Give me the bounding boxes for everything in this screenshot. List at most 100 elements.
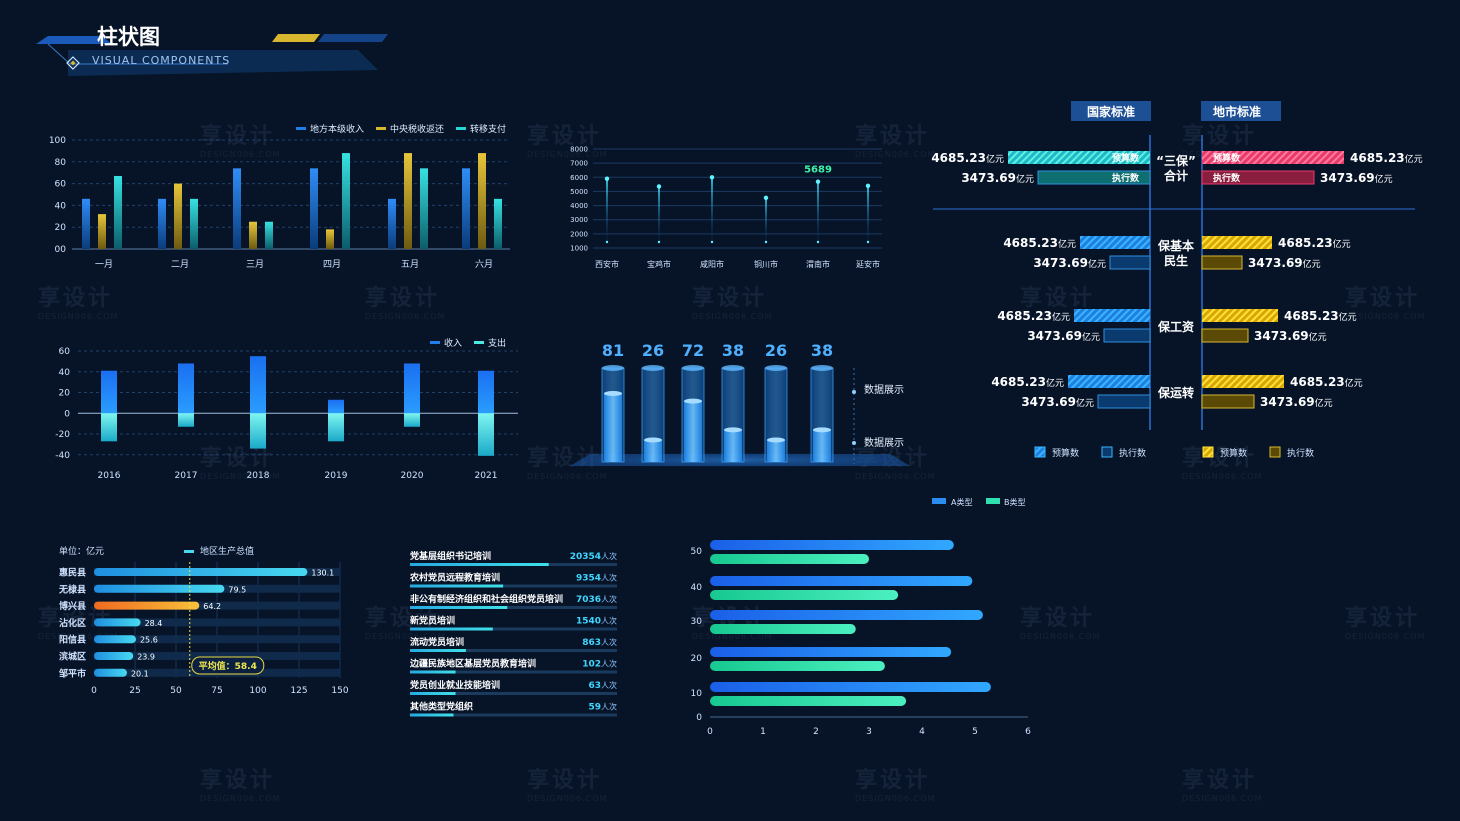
x-tick-label: 渭南市 [806, 259, 830, 269]
progress-fill [410, 606, 508, 609]
bar-right-exec [1201, 170, 1315, 185]
group-label: 民生 [1164, 253, 1188, 268]
value-label: 4685.23亿元 [1290, 375, 1363, 389]
progress-fill [410, 584, 504, 588]
x-tick-label: 三月 [246, 259, 264, 270]
bar-expense [404, 413, 420, 427]
bar [94, 652, 134, 660]
bar-b [710, 590, 899, 600]
value-label: 3473.69亿元 [1021, 395, 1094, 409]
bar [94, 635, 136, 644]
bar-a [710, 540, 954, 550]
bar-left-budget [1074, 309, 1150, 322]
progress-fill [410, 713, 454, 717]
value-label: 4685.23亿元 [1350, 151, 1423, 165]
cylinder-fill [684, 401, 702, 462]
bar-expense [328, 413, 344, 442]
base-dot [657, 240, 661, 244]
stem [658, 186, 660, 242]
bar-expense [478, 413, 494, 456]
progress-track [410, 670, 617, 674]
x-tick-label: 四月 [323, 259, 341, 270]
bar-a [710, 647, 952, 657]
item-value: 863人次 [582, 637, 617, 648]
x-tick-label: 西安市 [595, 259, 619, 269]
item-value: 9354人次 [576, 573, 617, 584]
side-label: 数据展示 [864, 436, 904, 449]
bar-b [710, 661, 885, 671]
category-label: 无棣县 [58, 583, 86, 595]
inner-label: 预算数 [1112, 152, 1140, 164]
x-tick-label: 3 [866, 727, 872, 737]
x-tick-label: 2019 [325, 471, 348, 481]
bar-left-exec [1109, 255, 1151, 270]
cylinder-fill-top [644, 437, 662, 443]
x-tick-label: 宝鸡市 [647, 259, 671, 269]
bar-left-budget [1080, 236, 1150, 249]
x-tick-label: 1 [760, 727, 766, 737]
progress-track [410, 713, 617, 717]
value-label: 4685.23亿元 [931, 151, 1004, 165]
bar-right-budget [1202, 309, 1278, 322]
bar-track [94, 635, 340, 644]
data-point [815, 179, 821, 184]
bar-left-exec [1037, 170, 1151, 185]
cylinder-top [602, 365, 624, 371]
bar-track [94, 618, 340, 627]
legend-label: B类型 [1004, 497, 1026, 507]
cylinder-fill-top [724, 427, 742, 433]
legend-swatch [1034, 446, 1046, 458]
item-label: 党基层组织书记培训 [410, 550, 491, 562]
cylinder-fill-top [684, 398, 702, 404]
value-label: 4685.23亿元 [997, 309, 1070, 323]
y-tick-label: 00 [55, 245, 67, 255]
cylinder-fill [604, 393, 622, 462]
item-label: 党员创业就业技能培训 [410, 679, 500, 691]
bar [249, 221, 257, 249]
y-tick-label: 5000 [570, 188, 588, 196]
x-tick-label: 延安市 [856, 259, 880, 269]
y-tick-label: 7000 [570, 160, 588, 168]
bar [158, 198, 166, 249]
tag-left: 国家标准 [1087, 104, 1135, 119]
bar-expense [178, 413, 194, 427]
progress-fill [410, 563, 549, 566]
bar [478, 153, 486, 249]
tag-left-bg [1071, 101, 1151, 121]
cylinder-top [765, 365, 787, 371]
y-tick-label: 4000 [570, 202, 588, 210]
item-label: 其他类型党组织 [410, 701, 473, 713]
tag-right-bg [1201, 101, 1281, 121]
stem [867, 185, 869, 242]
y-tick-label: 1000 [570, 245, 588, 253]
diamond-icon [66, 55, 80, 70]
progress-fill [410, 692, 456, 695]
x-tick-label: 100 [249, 686, 266, 696]
value-label: 26 [642, 341, 664, 360]
value-label: 64.2 [203, 602, 221, 611]
bar [233, 168, 241, 249]
progress-track [410, 627, 617, 631]
y-tick-label: 40 [55, 201, 67, 211]
bar [94, 568, 308, 576]
avg-badge [191, 656, 265, 675]
progress-track [410, 584, 617, 588]
item-value: 102人次 [582, 659, 617, 670]
bar-income [101, 370, 117, 414]
inner-label: 执行数 [1112, 172, 1140, 184]
progress-fill [410, 670, 456, 674]
value-label: 3473.69亿元 [1027, 329, 1100, 343]
base-dot [816, 240, 820, 244]
value-label: 3473.69亿元 [1260, 395, 1333, 409]
value-label: 38 [811, 341, 833, 360]
item-label: 农村党员远程教育培训 [409, 572, 500, 584]
bar-a [710, 576, 973, 586]
y-tick-label: 2000 [570, 230, 588, 238]
x-tick-label: 50 [170, 686, 182, 696]
bar-expense [250, 413, 266, 449]
bar-right-exec [1201, 394, 1255, 409]
legend-label: 预算数 [1052, 447, 1079, 459]
cylinder-fill-top [813, 427, 831, 433]
